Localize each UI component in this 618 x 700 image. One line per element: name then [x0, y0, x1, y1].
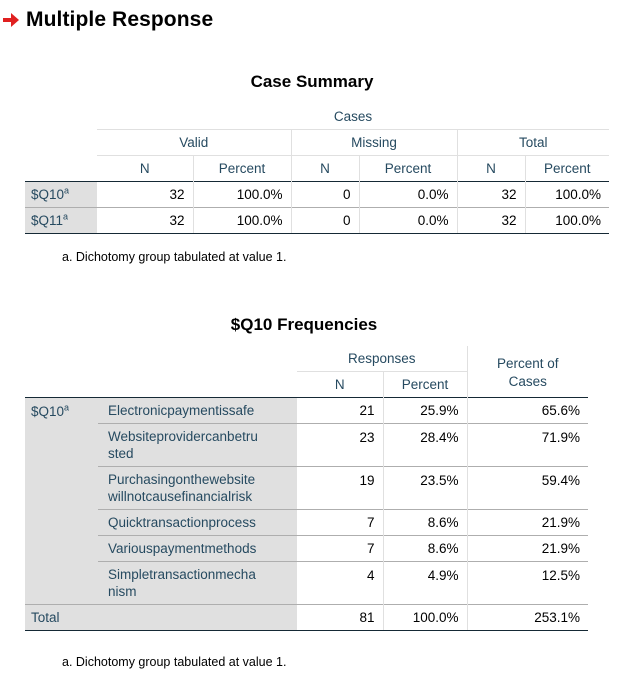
- section-heading: Multiple Response: [0, 6, 213, 34]
- col-percent: Percent: [192, 155, 291, 182]
- table-row: $Q11a 32 100.0% 0 0.0% 32 100.0%: [25, 207, 609, 234]
- missing-header: Missing: [290, 129, 457, 156]
- table-row: $Q10a 32 100.0% 0 0.0% 32 100.0%: [25, 181, 609, 208]
- table-row: Purchasingonthewebsite willnotcausefinanc…: [25, 466, 588, 510]
- n-value: 7: [297, 535, 383, 562]
- percent-value: 8.6%: [382, 535, 467, 562]
- col-percent: Percent: [382, 371, 467, 398]
- valid-percent-value: 100.0%: [192, 207, 291, 234]
- total-percent-value: 100.0%: [524, 207, 609, 234]
- row-label: $Q11a: [25, 207, 97, 234]
- missing-n-value: 0: [290, 207, 359, 234]
- percent-value: 23.5%: [382, 466, 467, 510]
- row-label: $Q10a: [25, 181, 97, 208]
- table-row: Quicktransactionprocess 7 8.6% 21.9%: [25, 509, 588, 536]
- valid-n-value: 32: [97, 181, 193, 208]
- red-arrow-icon: [0, 9, 22, 31]
- cases-header: Cases: [97, 104, 609, 130]
- group-label: $Q10a: [25, 397, 98, 605]
- total-n-value: 32: [456, 181, 525, 208]
- percent-of-cases-value: 12.5%: [466, 561, 588, 605]
- percent-of-cases-value: 59.4%: [466, 466, 588, 510]
- missing-percent-value: 0.0%: [358, 181, 457, 208]
- n-value: 4: [297, 561, 383, 605]
- valid-header: Valid: [97, 129, 291, 156]
- percent-of-cases-value: 71.9%: [466, 423, 588, 467]
- valid-percent-value: 100.0%: [192, 181, 291, 208]
- percent-value: 28.4%: [382, 423, 467, 467]
- percent-of-cases-value: 21.9%: [466, 509, 588, 536]
- col-n: N: [139, 161, 150, 176]
- frequencies-footnote: a. Dichotomy group tabulated at value 1.: [62, 655, 287, 669]
- table-row: Variouspaymentmethods 7 8.6% 21.9%: [25, 535, 588, 562]
- frequencies-table: Responses Percent of Cases N Percent $Q1…: [25, 346, 588, 631]
- percent-value: 4.9%: [382, 561, 467, 605]
- case-summary-footnote: a. Dichotomy group tabulated at value 1.: [62, 250, 287, 264]
- page-title: Multiple Response: [26, 8, 214, 31]
- col-percent: Percent: [358, 155, 457, 182]
- total-label: Total: [25, 604, 297, 631]
- n-value: 21: [297, 397, 383, 424]
- n-value: 23: [297, 423, 383, 467]
- n-value: 19: [297, 466, 383, 510]
- table-row: Websiteprovidercanbetru sted 23 28.4% 71.…: [25, 423, 588, 467]
- case-summary-table: Cases Valid Missing Total N Percent N Pe…: [25, 104, 609, 234]
- col-n: N: [334, 377, 345, 392]
- item-label: Websiteprovidercanbetru sted: [98, 423, 297, 467]
- table-row: Simpletransactionmecha nism 4 4.9% 12.5%: [25, 561, 588, 605]
- item-label: Variouspaymentmethods: [98, 535, 297, 562]
- total-percent-value: 100.0%: [382, 604, 467, 631]
- percent-of-cases-value: 65.6%: [466, 397, 588, 424]
- percent-value: 25.9%: [382, 397, 467, 424]
- total-header: Total: [456, 129, 609, 156]
- total-percent-of-cases-value: 253.1%: [466, 604, 588, 631]
- col-percent: Percent: [524, 155, 609, 182]
- percent-of-cases-value: 21.9%: [466, 535, 588, 562]
- total-n-value: 32: [456, 207, 525, 234]
- valid-n-value: 32: [97, 207, 193, 234]
- frequencies-title: $Q10 Frequencies: [230, 315, 378, 334]
- missing-n-value: 0: [290, 181, 359, 208]
- case-summary-title: Case Summary: [250, 72, 374, 91]
- item-label: Simpletransactionmecha nism: [98, 561, 297, 605]
- item-label: Electronicpaymentissafe: [98, 397, 297, 424]
- n-value: 7: [297, 509, 383, 536]
- percent-of-cases-header: Percent of Cases: [466, 346, 588, 398]
- responses-header: Responses: [297, 346, 467, 372]
- item-label: Quicktransactionprocess: [98, 509, 297, 536]
- col-n: N: [456, 155, 525, 182]
- table-row: $Q10a Electronicpaymentissafe 21 25.9% 6…: [25, 397, 588, 605]
- total-percent-value: 100.0%: [524, 181, 609, 208]
- total-n-value: 81: [297, 604, 383, 631]
- item-label: Purchasingonthewebsite willnotcausefinanc…: [98, 466, 297, 510]
- percent-value: 8.6%: [382, 509, 467, 536]
- col-n: N: [290, 155, 359, 182]
- total-row: Total 81 100.0% 253.1%: [25, 604, 588, 631]
- missing-percent-value: 0.0%: [358, 207, 457, 234]
